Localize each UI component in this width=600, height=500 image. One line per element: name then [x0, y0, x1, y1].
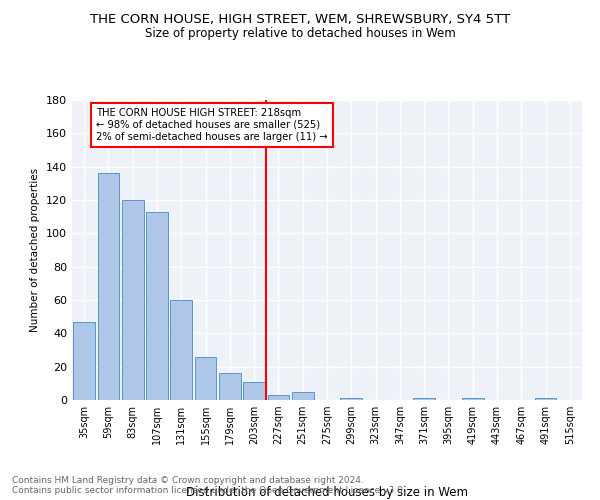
Bar	[97, 174, 119, 400]
X-axis label: Distribution of detached houses by size in Wem: Distribution of detached houses by size …	[186, 486, 468, 499]
Bar	[535, 398, 556, 400]
Bar	[340, 398, 362, 400]
Bar	[146, 212, 168, 400]
Bar	[243, 382, 265, 400]
Bar	[73, 322, 95, 400]
Text: Contains HM Land Registry data © Crown copyright and database right 2024.
Contai: Contains HM Land Registry data © Crown c…	[12, 476, 406, 495]
Y-axis label: Number of detached properties: Number of detached properties	[31, 168, 40, 332]
Bar	[194, 356, 217, 400]
Bar	[462, 398, 484, 400]
Bar	[170, 300, 192, 400]
Bar	[219, 374, 241, 400]
Bar	[268, 395, 289, 400]
Text: THE CORN HOUSE, HIGH STREET, WEM, SHREWSBURY, SY4 5TT: THE CORN HOUSE, HIGH STREET, WEM, SHREWS…	[90, 12, 510, 26]
Text: THE CORN HOUSE HIGH STREET: 218sqm
← 98% of detached houses are smaller (525)
2%: THE CORN HOUSE HIGH STREET: 218sqm ← 98%…	[96, 108, 328, 142]
Bar	[122, 200, 143, 400]
Bar	[413, 398, 435, 400]
Bar	[292, 392, 314, 400]
Text: Size of property relative to detached houses in Wem: Size of property relative to detached ho…	[145, 28, 455, 40]
